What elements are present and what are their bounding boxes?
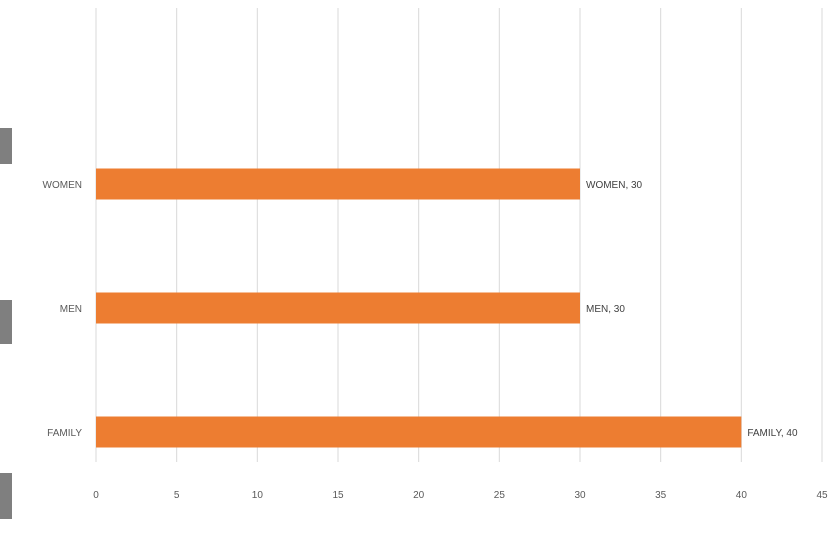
- data-labels: WOMEN, 30 MEN, 30 FAMILY, 40: [586, 180, 798, 439]
- x-tick-label: 0: [93, 490, 99, 501]
- category-labels: WOMEN MEN FAMILY: [43, 180, 83, 439]
- x-tick-label: 40: [736, 490, 748, 501]
- bar: [96, 168, 580, 200]
- category-label: FAMILY: [47, 428, 82, 439]
- edge-marker: [0, 128, 12, 164]
- x-tick-label: 45: [816, 490, 828, 501]
- category-label: MEN: [60, 304, 82, 315]
- data-label: WOMEN, 30: [586, 180, 643, 191]
- x-tick-label: 5: [174, 490, 180, 501]
- left-edge-markers: [0, 128, 12, 519]
- x-tick-label: 30: [574, 490, 586, 501]
- gridlines: [95, 8, 823, 462]
- bar: [96, 292, 580, 324]
- data-label: FAMILY, 40: [747, 428, 798, 439]
- x-tick-label: 35: [655, 490, 667, 501]
- edge-marker: [0, 473, 12, 519]
- bar: [96, 416, 742, 448]
- x-axis-tick-labels: 0 5 10 15 20 25 30 35 40 45: [93, 490, 828, 501]
- data-label: MEN, 30: [586, 304, 625, 315]
- x-tick-label: 15: [332, 490, 344, 501]
- bars: [96, 168, 742, 448]
- x-tick-label: 10: [252, 490, 264, 501]
- x-tick-label: 20: [413, 490, 425, 501]
- category-label: WOMEN: [43, 180, 82, 191]
- edge-marker: [0, 300, 12, 344]
- x-tick-label: 25: [494, 490, 506, 501]
